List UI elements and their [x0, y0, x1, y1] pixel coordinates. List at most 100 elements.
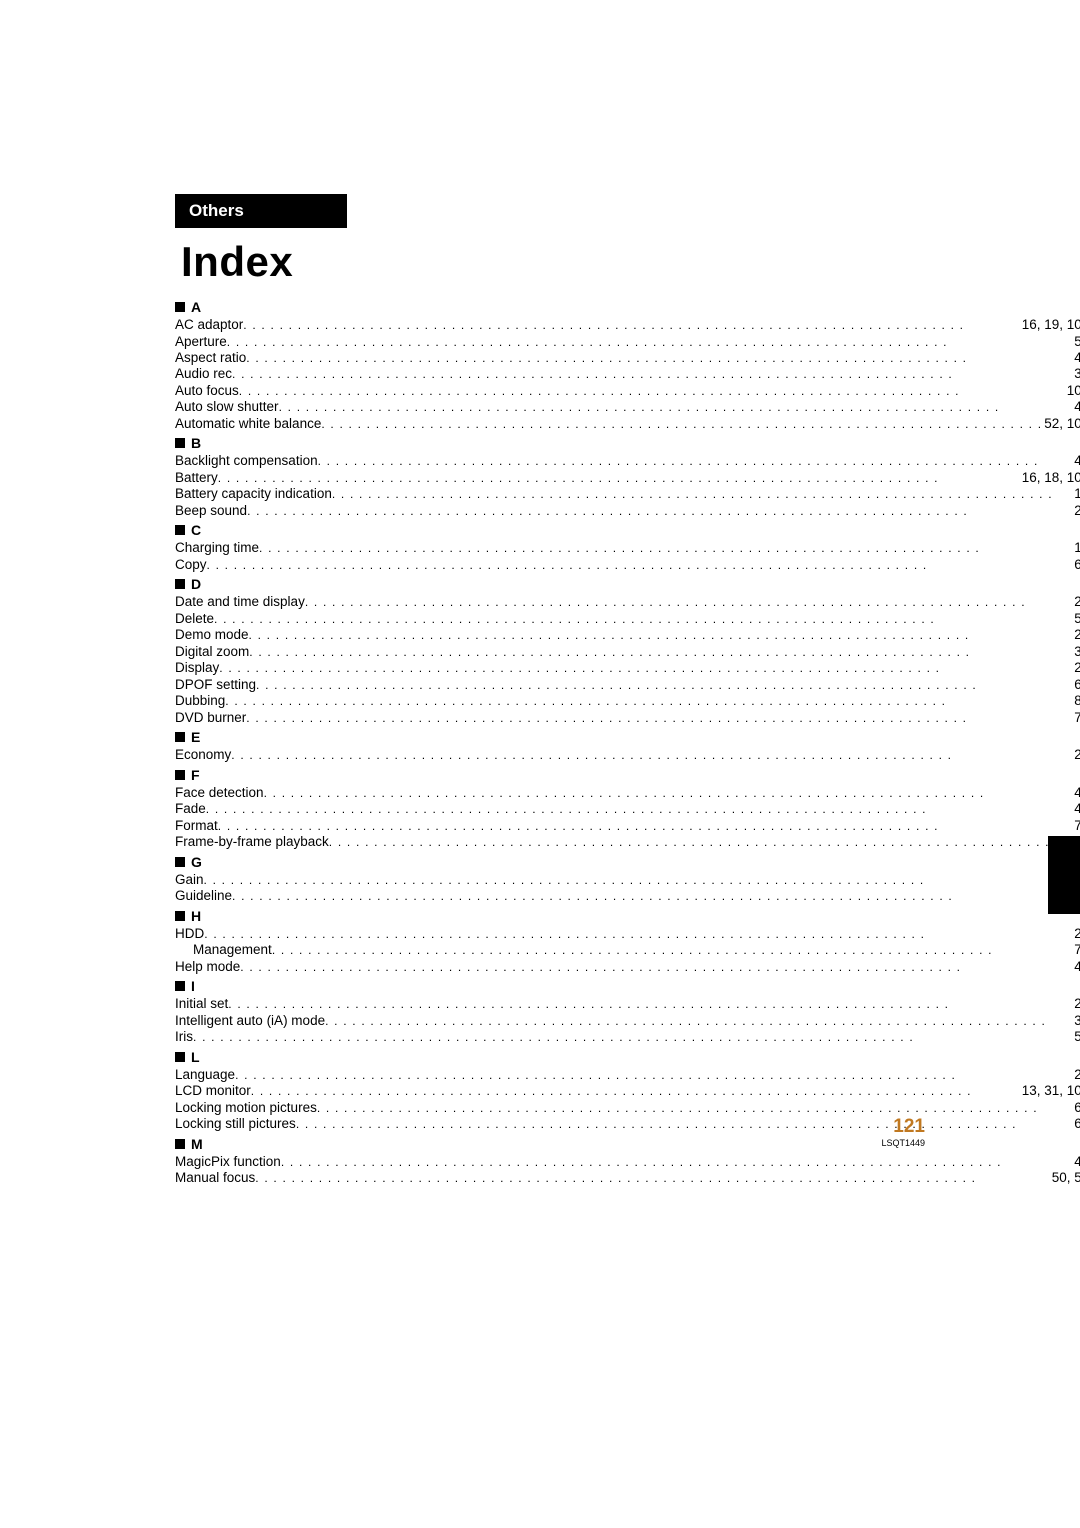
index-entry-label: Locking motion pictures — [175, 1100, 317, 1116]
index-column-left: AAC adaptor16, 19, 108Aperture53Aspect r… — [175, 296, 1080, 1187]
index-entry-page: 27 — [1072, 1067, 1080, 1083]
index-entry: Copy 69 — [175, 557, 1080, 573]
index-letter-d: D — [175, 576, 1080, 593]
index-entry-page: 71 — [1072, 942, 1080, 958]
index-entry-page: 109 — [1065, 383, 1080, 399]
document-id: LSQT1449 — [881, 1138, 925, 1148]
leader-dots — [318, 453, 1073, 469]
index-entry-page: 69 — [1072, 557, 1080, 573]
index-entry: Dubbing81 — [175, 693, 1080, 709]
index-entry-label: Battery — [175, 470, 218, 486]
side-thumb-tab — [1048, 836, 1080, 914]
index-entry-label: AC adaptor — [175, 317, 243, 333]
index-entry-label: Beep sound — [175, 503, 247, 519]
square-bullet-icon — [175, 981, 185, 991]
index-entry-page: 50, 51 — [1050, 1170, 1080, 1186]
index-entry: Economy27 — [175, 747, 1080, 763]
index-entry-page: 81 — [1072, 693, 1080, 709]
index-entry-page: 44 — [1072, 801, 1080, 817]
index-entry-page: 48 — [1072, 350, 1080, 366]
index-entry-label: Management — [193, 942, 272, 958]
index-entry-label: Charging time — [175, 540, 259, 556]
index-letter-e: E — [175, 729, 1080, 746]
index-entry-label: Audio rec — [175, 366, 232, 382]
index-entry: HDD23 — [175, 926, 1080, 942]
index-entry: Backlight compensation44 — [175, 453, 1080, 469]
index-entry: Locking still pictures 67 — [175, 1116, 1080, 1132]
index-entry-label: Gain — [175, 872, 204, 888]
square-bullet-icon — [175, 770, 185, 780]
index-entry: Audio rec 35 — [175, 366, 1080, 382]
index-letter-c: C — [175, 522, 1080, 539]
index-entry-label: Locking still pictures — [175, 1116, 296, 1132]
index-entry: Gain53 — [175, 872, 1080, 888]
index-entry-page: 35 — [1072, 366, 1080, 382]
index-entry: Manual focus50, 51 — [175, 1170, 1080, 1186]
leader-dots — [247, 503, 1072, 519]
index-entry-label: Auto slow shutter — [175, 399, 279, 415]
index-entry-page: 74 — [1072, 710, 1080, 726]
leader-dots — [251, 1083, 1020, 1099]
index-entry-page: 67 — [1072, 1116, 1080, 1132]
square-bullet-icon — [175, 438, 185, 448]
index-entry: Iris53 — [175, 1029, 1080, 1045]
index-entry: Aperture53 — [175, 334, 1080, 350]
index-entry-page: 28 — [1072, 996, 1080, 1012]
index-entry: Date and time display29 — [175, 594, 1080, 610]
index-entry-page: 27 — [1072, 660, 1080, 676]
leader-dots — [239, 383, 1065, 399]
index-entry-page: 45 — [1072, 1154, 1080, 1170]
leader-dots — [259, 540, 1072, 556]
index-entry: Display 27 — [175, 660, 1080, 676]
index-entry-label: Fade — [175, 801, 206, 817]
leader-dots — [305, 594, 1072, 610]
leader-dots — [329, 834, 1072, 850]
leader-dots — [246, 350, 1072, 366]
index-entry: Face detection45 — [175, 785, 1080, 801]
index-letter-h: H — [175, 908, 1080, 925]
index-entry-label: Copy — [175, 557, 207, 573]
square-bullet-icon — [175, 1052, 185, 1062]
index-letter-f: F — [175, 767, 1080, 784]
index-entry-label: Backlight compensation — [175, 453, 318, 469]
index-entry: Aspect ratio48 — [175, 350, 1080, 366]
leader-dots — [296, 1116, 1072, 1132]
square-bullet-icon — [175, 579, 185, 589]
index-entry: Format71 — [175, 818, 1080, 834]
index-entry-label: Display — [175, 660, 219, 676]
index-entry: Locking motion pictures 61 — [175, 1100, 1080, 1116]
index-letter-m: M — [175, 1136, 1080, 1153]
index-entry: Fade 44 — [175, 801, 1080, 817]
leader-dots — [219, 660, 1072, 676]
index-entry-label: MagicPix function — [175, 1154, 281, 1170]
leader-dots — [225, 693, 1072, 709]
square-bullet-icon — [175, 911, 185, 921]
index-entry: Frame-by-frame playback55 — [175, 834, 1080, 850]
index-entry-page: 61 — [1072, 1100, 1080, 1116]
index-entry: Initial set28 — [175, 996, 1080, 1012]
leader-dots — [207, 557, 1073, 573]
leader-dots — [249, 627, 1073, 643]
leader-dots — [332, 486, 1072, 502]
leader-dots — [232, 888, 1072, 904]
index-entry: Intelligent auto (iA) mode32 — [175, 1013, 1080, 1029]
index-entry: Battery capacity indication19 — [175, 486, 1080, 502]
leader-dots — [281, 1154, 1072, 1170]
index-entry: Digital zoom39 — [175, 644, 1080, 660]
index-entry-label: Language — [175, 1067, 235, 1083]
leader-dots — [279, 399, 1073, 415]
index-entry-page: 53 — [1072, 334, 1080, 350]
leader-dots — [193, 1029, 1072, 1045]
index-entry: Auto focus109 — [175, 383, 1080, 399]
index-entry-page: 19 — [1072, 486, 1080, 502]
index-entry: LCD monitor13, 31, 108 — [175, 1083, 1080, 1099]
index-entry: Language 27 — [175, 1067, 1080, 1083]
leader-dots — [243, 317, 1019, 333]
index-entry: DPOF setting68 — [175, 677, 1080, 693]
index-entry: Automatic white balance52, 109 — [175, 416, 1080, 432]
index-entry: Auto slow shutter48 — [175, 399, 1080, 415]
index-entry-page: 45 — [1072, 785, 1080, 801]
index-entry: Management 71 — [175, 942, 1080, 958]
square-bullet-icon — [175, 302, 185, 312]
index-entry: Help mode45 — [175, 959, 1080, 975]
